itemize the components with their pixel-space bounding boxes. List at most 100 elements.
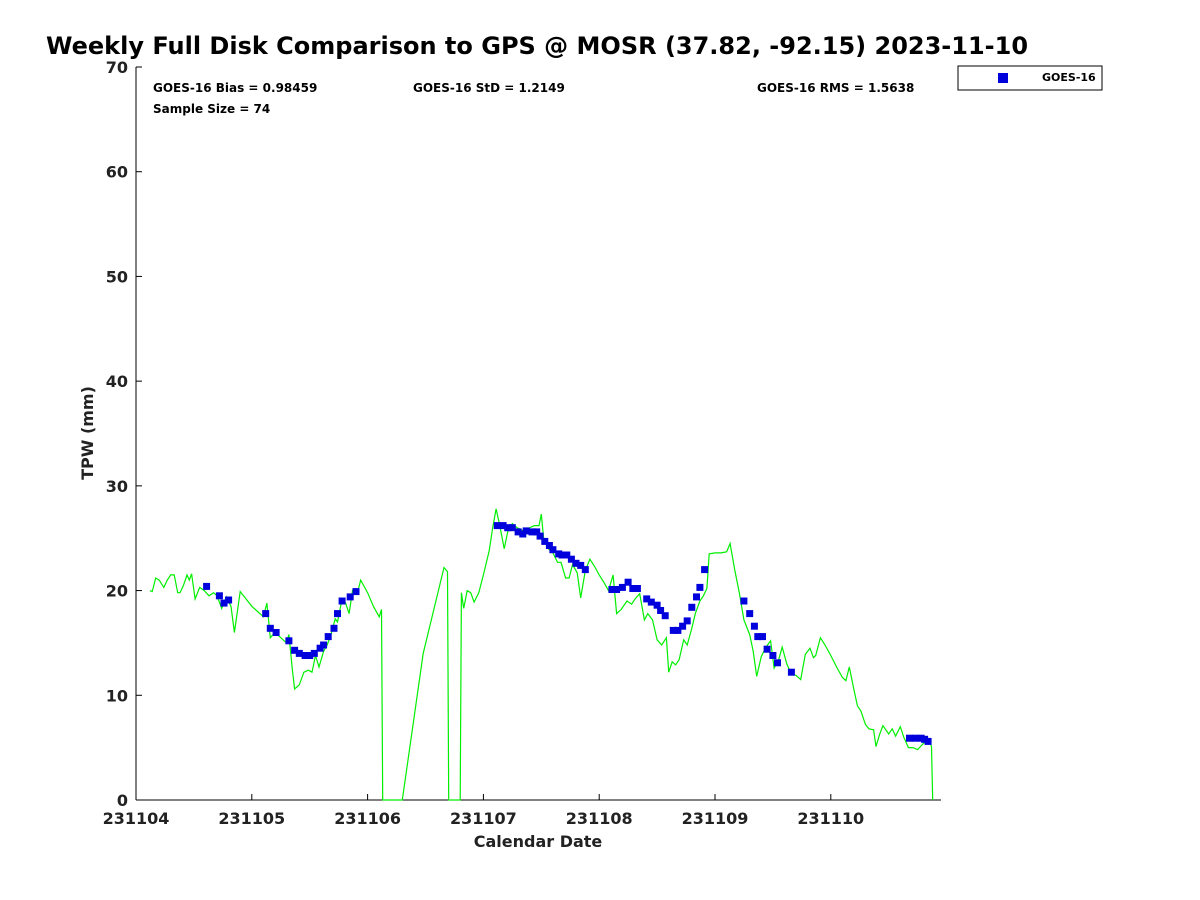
goes16-point — [225, 596, 233, 604]
statistics-panel: GOES-16 Bias = 0.98459 GOES-16 StD = 1.2… — [153, 81, 914, 116]
x-axis-label: Calendar Date — [474, 832, 603, 851]
x-tick-label: 231104 — [103, 809, 170, 828]
legend-box — [957, 65, 1103, 91]
goes16-point — [310, 649, 318, 657]
x-tick-label: 231105 — [218, 809, 285, 828]
goes16-point — [514, 528, 522, 536]
y-tick-label: 40 — [106, 372, 128, 391]
goes16-point — [647, 598, 655, 606]
legend: GOES-16 — [957, 65, 1103, 91]
goes16-point — [563, 551, 571, 559]
goes16-point — [549, 546, 557, 554]
goes16-point — [215, 592, 223, 600]
goes16-point — [754, 633, 762, 641]
x-tick-label: 231106 — [334, 809, 401, 828]
goes16-point — [608, 586, 616, 593]
goes16-point — [499, 522, 507, 530]
goes16-point — [911, 734, 919, 742]
goes16-point — [541, 537, 549, 545]
goes16-point — [774, 659, 781, 667]
goes16-point — [769, 652, 777, 659]
y-tick-label: 30 — [106, 477, 128, 496]
goes16-point — [536, 532, 544, 540]
legend-label-goes16: GOES-16 — [1042, 71, 1096, 84]
goes16-point — [567, 555, 575, 563]
goes16-point — [679, 622, 687, 630]
goes16-point — [324, 633, 332, 641]
sample-size-stat: Sample Size = 74 — [153, 102, 270, 116]
goes16-point — [558, 551, 566, 559]
bias-stat: GOES-16 Bias = 0.98459 — [153, 81, 317, 95]
goes16-point — [657, 607, 665, 614]
goes16-point — [924, 737, 932, 745]
goes16-point — [581, 566, 589, 574]
goes16-point — [653, 601, 661, 609]
y-axis-label: TPW (mm) — [78, 386, 97, 480]
y-tick-label: 60 — [106, 163, 128, 182]
goes16-point — [522, 527, 530, 535]
legend-swatch-goes16 — [998, 73, 1008, 83]
plot-area — [135, 67, 941, 801]
goes16-point — [669, 626, 677, 634]
y-axis-ticks: 0 10 20 30 40 50 60 70 — [106, 58, 142, 810]
goes16-point — [272, 629, 280, 636]
goes16-point — [493, 522, 501, 530]
goes16-point — [674, 626, 682, 634]
goes16-point — [750, 622, 758, 630]
y-tick-label: 0 — [117, 791, 128, 810]
series-layer — [149, 508, 934, 801]
goes16-point — [330, 624, 338, 632]
x-axis-ticks: 231104 231105 231106 231107 231108 231109 2311… — [103, 794, 864, 828]
gps-series-line — [149, 508, 934, 801]
rms-stat: GOES-16 RMS = 1.5638 — [757, 81, 914, 95]
goes16-point — [629, 585, 637, 592]
y-tick-label: 50 — [106, 267, 128, 286]
goes16-point — [618, 583, 626, 591]
goes16-point — [504, 524, 512, 532]
x-tick-label: 231107 — [450, 809, 517, 828]
goes16-point — [266, 624, 274, 632]
goes16-point — [334, 610, 341, 618]
goes16-point — [508, 524, 516, 532]
goes16-point — [683, 617, 691, 625]
y-tick-label: 70 — [106, 58, 128, 77]
goes16-point — [661, 612, 669, 620]
goes16-point — [763, 645, 771, 653]
goes16-point — [759, 633, 766, 641]
goes16-point — [688, 603, 696, 611]
goes16-point — [787, 668, 795, 676]
goes16-point — [906, 734, 913, 742]
goes16-point — [613, 586, 621, 593]
goes16-point — [301, 652, 309, 659]
goes16-point — [693, 593, 700, 601]
goes16-point — [746, 610, 754, 618]
chart-title: Weekly Full Disk Comparison to GPS @ MOS… — [46, 32, 1028, 60]
std-stat: GOES-16 StD = 1.2149 — [413, 81, 565, 95]
goes16-point — [306, 652, 314, 659]
goes16-point — [338, 597, 346, 605]
y-tick-label: 10 — [106, 686, 128, 705]
goes16-point — [262, 610, 270, 618]
goes16-point — [352, 588, 360, 596]
goes16-point — [572, 559, 580, 567]
goes16-point — [203, 582, 211, 590]
goes16-point — [696, 583, 704, 591]
goes16-point — [633, 585, 641, 592]
goes16-point — [295, 649, 303, 657]
goes16-point — [320, 641, 328, 649]
goes16-point — [624, 578, 632, 586]
goes16-point — [701, 566, 709, 574]
goes16-point — [533, 528, 541, 536]
goes16-point — [577, 561, 585, 569]
goes16-point — [545, 542, 553, 549]
goes16-point — [528, 528, 536, 536]
goes16-point — [643, 595, 651, 603]
goes16-point — [346, 593, 354, 601]
x-tick-label: 231109 — [682, 809, 749, 828]
goes16-point — [291, 646, 299, 654]
goes16-point — [740, 597, 748, 605]
x-tick-label: 231110 — [797, 809, 864, 828]
goes16-point — [220, 599, 228, 607]
goes16-point — [285, 637, 293, 645]
